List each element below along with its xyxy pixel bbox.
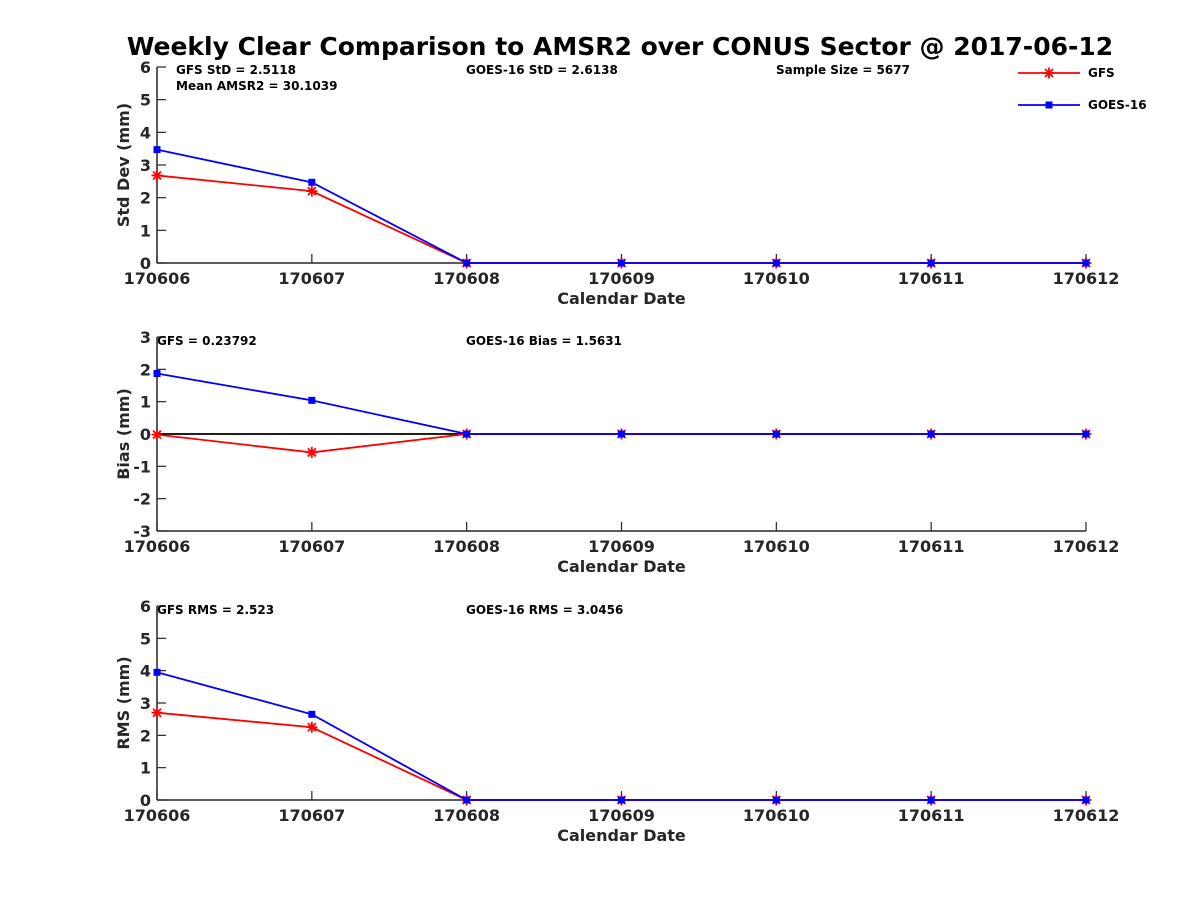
x-tick-label: 170612: [1053, 806, 1120, 825]
data-point-goes-16: [927, 259, 935, 267]
x-tick-label: 170606: [124, 537, 191, 556]
y-tick-label: 0: [140, 425, 151, 444]
y-tick-label: 5: [140, 629, 151, 648]
stat-annotation: GOES-16 RMS = 3.0456: [466, 603, 623, 617]
stat-annotation: GFS = 0.23792: [157, 334, 257, 348]
stat-annotation: Sample Size = 5677: [776, 63, 910, 77]
data-point-goes-16: [153, 668, 161, 676]
stat-annotation: GFS RMS = 2.523: [157, 603, 274, 617]
x-tick-label: 170612: [1053, 537, 1120, 556]
y-axis-label: Std Dev (mm): [114, 103, 133, 227]
series-line-goes-16: [156, 372, 1086, 435]
y-tick-label: 4: [140, 123, 151, 142]
legend: GFS GOES-16: [1018, 66, 1147, 112]
data-point-goes-16: [772, 259, 780, 267]
y-tick-label: -1: [133, 457, 151, 476]
x-tick-label: 170609: [588, 269, 655, 288]
y-tick-label: 1: [140, 393, 151, 412]
x-tick-label: 170611: [898, 269, 965, 288]
y-tick-label: 3: [140, 694, 151, 713]
x-tick-label: 170611: [898, 537, 965, 556]
data-point-goes-16: [153, 370, 161, 378]
x-tick-label: 170607: [278, 806, 345, 825]
y-tick-label: 6: [140, 58, 151, 77]
data-point-gfs: [306, 185, 318, 197]
x-tick-label: 170608: [433, 269, 500, 288]
legend-marker: [1045, 101, 1053, 109]
legend-marker: [1043, 67, 1055, 79]
x-tick-label: 170610: [743, 806, 810, 825]
x-tick-label: 170606: [124, 269, 191, 288]
y-tick-label: 5: [140, 91, 151, 110]
data-point-goes-16: [1082, 430, 1090, 438]
data-point-goes-16: [463, 796, 471, 804]
data-point-goes-16: [927, 430, 935, 438]
series-line-goes-16: [156, 671, 1086, 801]
x-axis-label: Calendar Date: [557, 826, 686, 845]
data-point-gfs: [306, 446, 318, 458]
series-line-gfs: [156, 711, 1086, 801]
data-point-goes-16: [772, 430, 780, 438]
stat-annotation: GOES-16 StD = 2.6138: [466, 63, 618, 77]
y-tick-label: 0: [140, 254, 151, 273]
x-tick-label: 170610: [743, 269, 810, 288]
x-axis-label: Calendar Date: [557, 557, 686, 576]
data-point-goes-16: [308, 396, 316, 404]
data-point-gfs: [151, 429, 163, 441]
legend-label: GOES-16: [1088, 98, 1147, 112]
series-line-gfs: [156, 174, 1086, 264]
data-point-goes-16: [618, 796, 625, 804]
stat-annotation: Mean AMSR2 = 30.1039: [176, 79, 337, 93]
data-point-goes-16: [1082, 796, 1090, 804]
series-line-goes-16: [156, 148, 1086, 264]
y-axis-label: Bias (mm): [114, 388, 133, 480]
y-tick-label: 3: [140, 156, 151, 175]
x-tick-label: 170609: [588, 806, 655, 825]
x-tick-label: 170608: [433, 537, 500, 556]
data-point-goes-16: [1082, 259, 1090, 267]
x-tick-label: 170612: [1053, 269, 1120, 288]
data-point-goes-16: [308, 710, 316, 718]
subplot-3: 0 1 2 3 4 5 6 170606 170607 170608 170609 170610 170…: [114, 597, 1119, 845]
x-tick-label: 170608: [433, 806, 500, 825]
data-point-goes-16: [463, 259, 471, 267]
y-tick-label: 2: [140, 726, 151, 745]
data-point-goes-16: [153, 146, 161, 154]
y-tick-label: 6: [140, 597, 151, 616]
stat-annotation: GOES-16 Bias = 1.5631: [466, 334, 622, 348]
y-tick-label: 4: [140, 662, 151, 681]
y-tick-label: 2: [140, 360, 151, 379]
x-tick-label: 170606: [124, 806, 191, 825]
y-tick-label: 1: [140, 759, 151, 778]
x-tick-label: 170607: [278, 537, 345, 556]
subplot-1: 0 1 2 3 4 5 6 170606 170607 170608 170609 170610 170…: [114, 58, 1119, 308]
data-point-goes-16: [308, 178, 316, 186]
y-tick-label: 2: [140, 189, 151, 208]
data-point-gfs: [151, 169, 163, 181]
data-point-goes-16: [927, 796, 935, 804]
x-axis-label: Calendar Date: [557, 289, 686, 308]
data-point-gfs: [306, 721, 318, 733]
y-tick-label: -3: [133, 522, 151, 541]
y-tick-label: 1: [140, 221, 151, 240]
y-tick-label: 3: [140, 328, 151, 347]
stat-annotation: GFS StD = 2.5118: [176, 63, 296, 77]
subplot-2: -3 -2 -1 0 1 2 3 170606 170607 170608 170609 170610…: [114, 328, 1119, 576]
data-point-goes-16: [463, 430, 471, 438]
x-tick-label: 170610: [743, 537, 810, 556]
chart-title: Weekly Clear Comparison to AMSR2 over CO…: [127, 32, 1113, 61]
data-point-goes-16: [618, 430, 625, 438]
y-tick-label: 0: [140, 791, 151, 810]
data-point-gfs: [151, 707, 163, 719]
y-tick-label: -2: [133, 490, 151, 509]
x-tick-label: 170609: [588, 537, 655, 556]
y-axis-label: RMS (mm): [114, 656, 133, 749]
data-point-goes-16: [618, 259, 625, 267]
data-point-goes-16: [772, 796, 780, 804]
legend-label: GFS: [1088, 66, 1115, 80]
x-tick-label: 170607: [278, 269, 345, 288]
x-tick-label: 170611: [898, 806, 965, 825]
